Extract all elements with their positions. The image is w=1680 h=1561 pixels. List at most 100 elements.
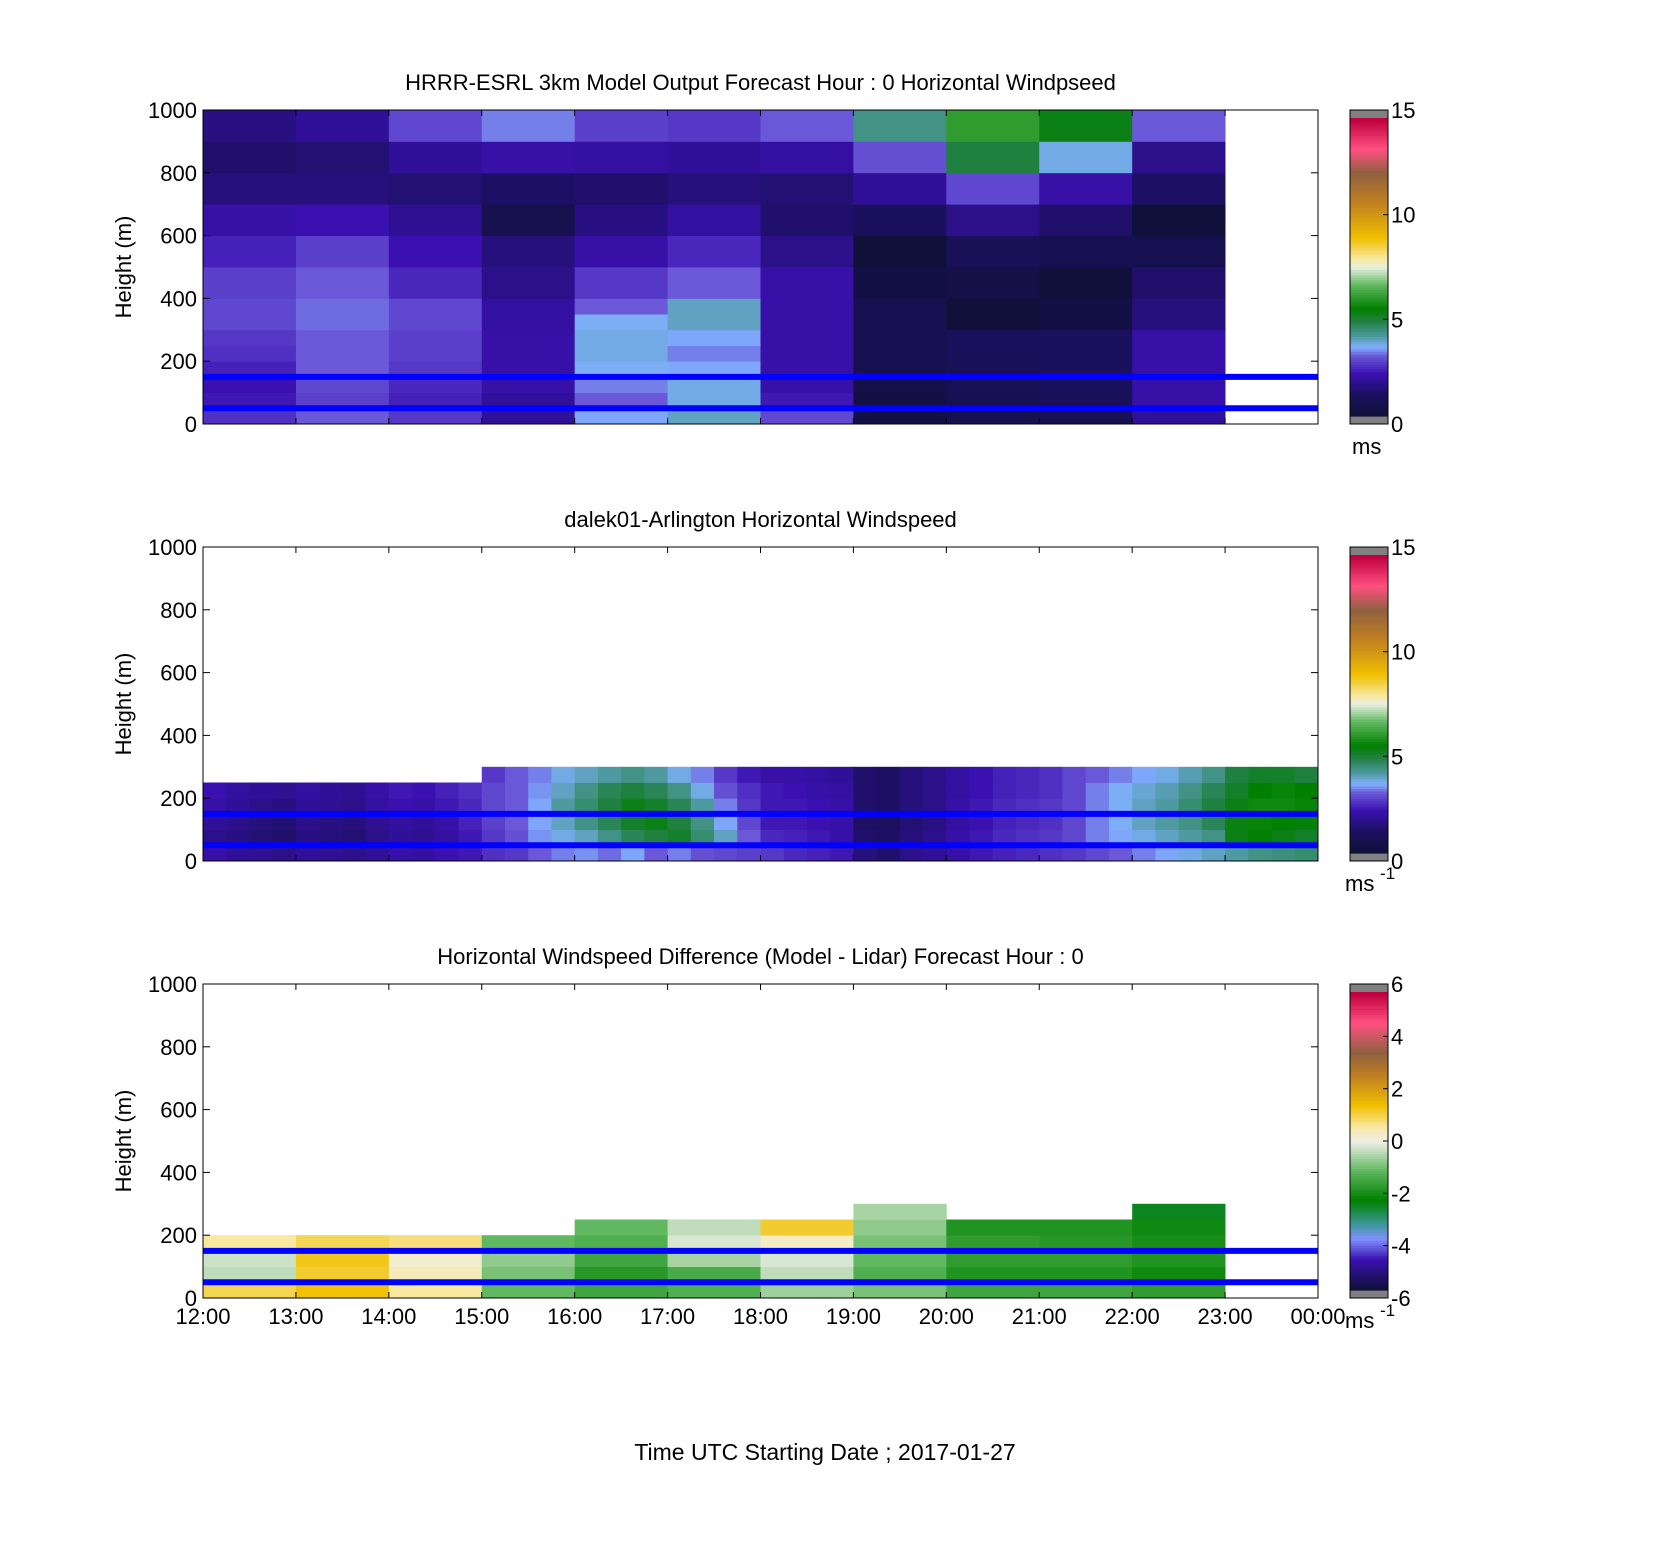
- heatmap-cell: [760, 329, 854, 346]
- heatmap-cell: [760, 314, 854, 331]
- colorbar-slice: [1350, 1073, 1388, 1078]
- colorbar-slice: [1350, 587, 1388, 591]
- heatmap-cell: [853, 204, 947, 236]
- colorbar-tick-label: 0: [1391, 1129, 1403, 1154]
- colorbar-slice: [1350, 122, 1388, 127]
- heatmap-cell: [760, 298, 854, 315]
- heatmap-cell: [574, 845, 599, 862]
- colorbar-slice: [1350, 130, 1388, 134]
- colorbar-slice: [1350, 736, 1388, 740]
- colorbar-slice: [1350, 219, 1388, 223]
- colorbar-slice: [1350, 788, 1388, 792]
- colorbar-slice: [1350, 813, 1388, 817]
- colorbar-slice: [1350, 1066, 1388, 1070]
- colorbar-slice: [1350, 684, 1388, 688]
- heatmap-cell: [481, 172, 576, 205]
- colorbar-slice: [1350, 723, 1388, 727]
- colorbar-slice: [1350, 274, 1388, 278]
- colorbar-slice: [1350, 629, 1388, 633]
- heatmap-cell: [295, 141, 390, 174]
- heatmap-cell: [621, 798, 645, 815]
- heatmap-cell: [1132, 1266, 1226, 1283]
- colorbar-slice: [1350, 1123, 1388, 1127]
- heatmap-cell: [574, 829, 599, 846]
- heatmap-cell: [1039, 204, 1133, 236]
- heatmap-cell: [249, 845, 274, 862]
- colorbar-slice: [1350, 1180, 1388, 1184]
- colorbar-slice: [1350, 1054, 1388, 1058]
- colorbar-slice: [1350, 175, 1388, 179]
- heatmap-cell: [1178, 798, 1203, 815]
- colorbar-slice: [1350, 306, 1388, 310]
- colorbar-slice: [1350, 1016, 1388, 1020]
- heatmap-cell: [203, 1282, 297, 1299]
- heatmap-cell: [1225, 782, 1249, 799]
- heatmap-cell: [923, 766, 947, 783]
- colorbar-slice: [1350, 646, 1388, 650]
- colorbar-slice: [1350, 679, 1388, 683]
- colorbar-slice: [1350, 689, 1388, 693]
- heatmap-cell: [388, 408, 483, 425]
- colorbar-slice: [1350, 244, 1388, 248]
- colorbar-slice: [1350, 1252, 1388, 1256]
- heatmap-cell: [481, 204, 576, 236]
- y-tick-label: 200: [160, 349, 197, 374]
- heatmap-cell: [830, 782, 854, 799]
- heatmap-cell: [1039, 1235, 1133, 1252]
- heatmap-cell: [1132, 782, 1156, 799]
- colorbar-slice: [1350, 234, 1388, 238]
- heatmap-cell: [458, 829, 483, 846]
- heatmap-cell: [667, 110, 761, 142]
- x-tick-label: 15:00: [454, 1304, 509, 1329]
- heatmap-cell: [272, 845, 297, 862]
- heatmap-cell: [1132, 172, 1226, 205]
- colorbar-slice: [1350, 763, 1388, 767]
- heatmap-cell: [1201, 782, 1226, 799]
- heatmap-cell: [574, 813, 599, 830]
- heatmap-cell: [806, 766, 831, 783]
- colorbar-slice: [1350, 294, 1388, 298]
- colorbar-slice: [1350, 411, 1388, 415]
- heatmap-cell: [504, 845, 529, 862]
- heatmap-cell: [388, 1250, 483, 1267]
- colorbar-slice: [1350, 1138, 1388, 1142]
- colorbar-slice: [1350, 1198, 1388, 1202]
- heatmap-cell: [388, 172, 483, 205]
- colorbar-slice: [1350, 1001, 1388, 1006]
- colorbar-slice: [1350, 838, 1388, 842]
- heatmap-cell: [342, 798, 367, 815]
- colorbar-slice: [1350, 259, 1388, 263]
- colorbar-slice: [1350, 309, 1388, 313]
- colorbar-slice: [1350, 992, 1388, 996]
- heatmap-cell: [1248, 845, 1272, 862]
- heatmap-cell: [504, 782, 529, 799]
- colorbar-slice: [1350, 1265, 1388, 1269]
- colorbar-slice: [1350, 207, 1388, 211]
- colorbar-slice: [1350, 1163, 1388, 1167]
- heatmap-cell: [1016, 829, 1040, 846]
- heatmap-cell: [1132, 298, 1226, 315]
- heatmap-cell: [667, 172, 761, 205]
- heatmap-cell: [946, 141, 1040, 174]
- colorbar-slice: [1350, 1150, 1388, 1155]
- heatmap-cell: [295, 813, 320, 830]
- heatmap-cell: [876, 766, 901, 783]
- colorbar-slice: [1350, 1208, 1388, 1212]
- heatmap-cell: [388, 345, 483, 362]
- heatmap-cell: [1132, 204, 1226, 236]
- colorbar-slice: [1350, 209, 1388, 213]
- colorbar-slice: [1350, 768, 1388, 772]
- colorbar-slice: [1350, 286, 1388, 290]
- heatmap-cell: [295, 845, 320, 862]
- colorbar-slice: [1350, 1155, 1388, 1159]
- colorbar-tick-label: -4: [1391, 1234, 1411, 1259]
- heatmap-cell: [458, 845, 483, 862]
- heatmap-cell: [203, 798, 227, 815]
- heatmap-cell: [481, 782, 506, 799]
- heatmap-cell: [1155, 829, 1180, 846]
- heatmap-cell: [969, 845, 994, 862]
- colorbar-slice: [1350, 778, 1388, 782]
- colorbar-slice: [1350, 771, 1388, 775]
- colorbar: 0 5 10 15 ms -1: [1345, 535, 1415, 896]
- colorbar-slice: [1350, 654, 1388, 658]
